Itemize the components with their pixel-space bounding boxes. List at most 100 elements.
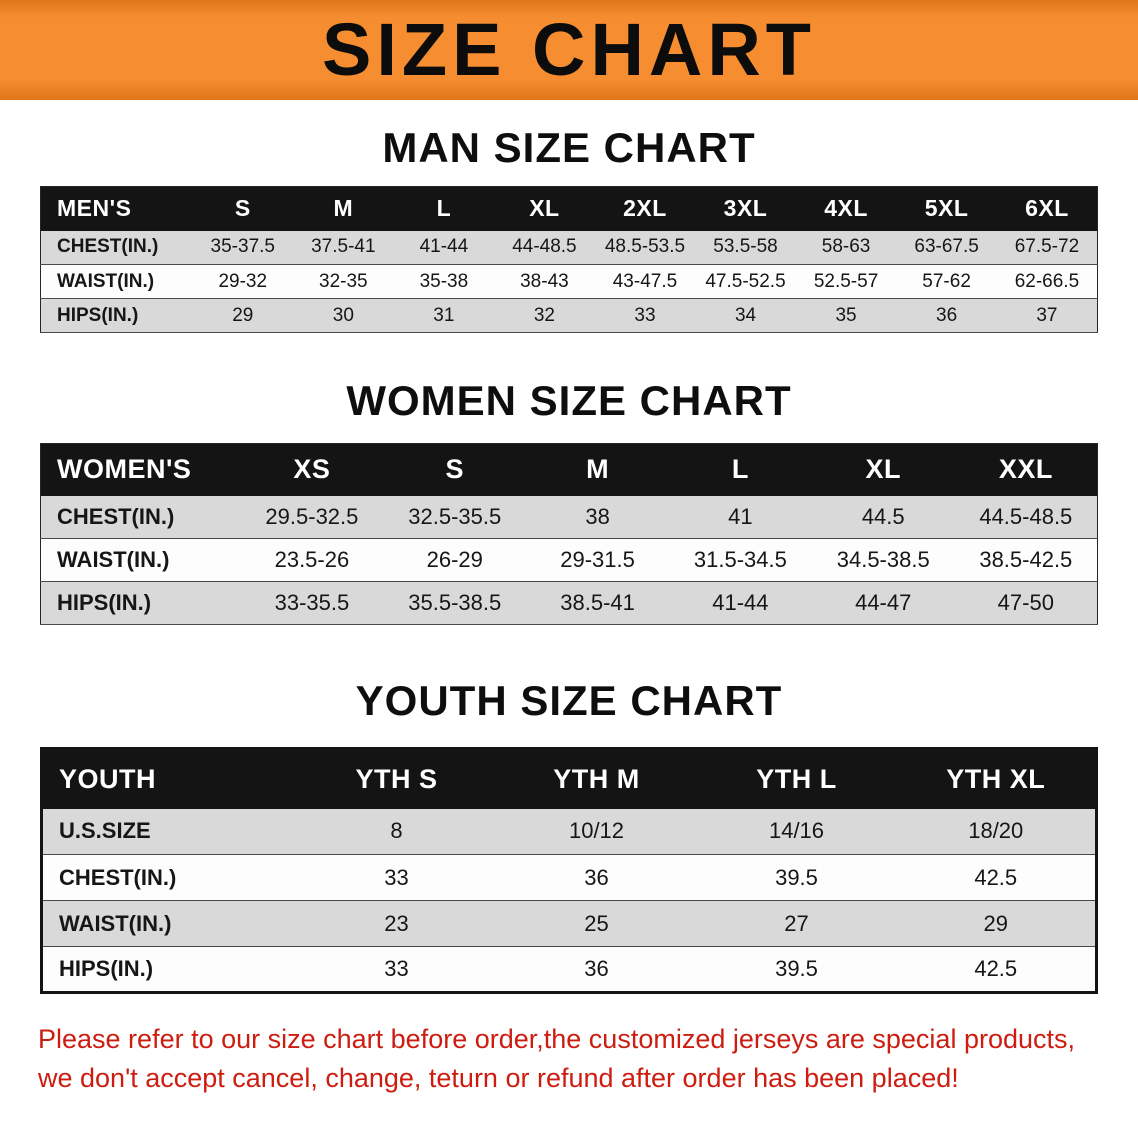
- size-column-header: YTH S: [296, 748, 497, 809]
- measurement-label: WAIST(IN.): [59, 910, 172, 936]
- youth-size-table: YOUTH YTH S YTH M YTH L YTH XL U.S.SIZE 8 10/12…: [40, 747, 1098, 994]
- size-column-header: L: [393, 186, 495, 231]
- size-value: 27: [784, 910, 809, 936]
- table-title-cell: YOUTH: [41, 748, 297, 809]
- size-value: 44-48.5: [512, 236, 577, 258]
- measurement-label: U.S.SIZE: [59, 818, 151, 844]
- size-value: 29-31.5: [560, 547, 635, 572]
- measurement-row: U.S.SIZE 8 10/12 14/16 18/20: [41, 808, 1097, 855]
- size-value: 10/12: [568, 818, 625, 844]
- table-title-cell: MEN'S: [40, 186, 193, 231]
- size-column-header: S: [383, 443, 527, 496]
- size-value: 8: [390, 818, 403, 844]
- measurement-label: CHEST(IN.): [57, 236, 159, 258]
- measurement-label: HIPS(IN.): [59, 956, 154, 981]
- measurement-label: CHEST(IN.): [57, 503, 175, 529]
- size-value: 35: [835, 304, 857, 326]
- measurement-label: WAIST(IN.): [57, 547, 170, 572]
- measurement-label: WAIST(IN.): [57, 270, 155, 292]
- size-column-header: 3XL: [695, 186, 796, 231]
- size-value: 36: [584, 864, 609, 890]
- size-value: 25: [584, 910, 609, 936]
- size-value: 31.5-34.5: [693, 547, 787, 572]
- measurement-label: CHEST(IN.): [59, 864, 177, 890]
- size-column-header: M: [293, 186, 394, 231]
- size-value: 32.5-35.5: [408, 503, 502, 529]
- disclaimer-line-1: Please refer to our size chart before or…: [38, 1024, 1076, 1054]
- size-value: 36: [936, 304, 958, 326]
- size-value: 14/16: [768, 818, 825, 844]
- size-column-header: XXL: [954, 443, 1098, 496]
- size-value: 67.5-72: [1014, 236, 1080, 258]
- size-value: 62-66.5: [1014, 270, 1080, 292]
- size-column-header: 6XL: [996, 186, 1098, 231]
- size-column-header: YTH L: [696, 748, 897, 809]
- size-value: 30: [332, 304, 354, 326]
- size-value: 32-35: [319, 270, 368, 292]
- size-value: 29: [232, 304, 254, 326]
- size-value: 39.5: [775, 956, 818, 981]
- size-value: 47-50: [997, 590, 1054, 615]
- size-chart-page: SIZE CHART MAN SIZE CHART MEN'S S M L XL 2XL 3…: [0, 0, 1138, 1098]
- size-value: 38.5-41: [560, 590, 635, 615]
- size-value: 26-29: [426, 547, 483, 572]
- size-column-header: M: [526, 443, 669, 496]
- size-value: 52.5-57: [813, 270, 879, 292]
- size-value: 29-32: [218, 270, 268, 292]
- men-section: MAN SIZE CHART MEN'S S M L XL 2XL 3XL 4XL 5XL 6XL…: [0, 124, 1138, 333]
- size-value: 41-44: [712, 590, 769, 615]
- disclaimer: Please refer to our size chart before or…: [38, 1020, 1100, 1098]
- measurement-row: CHEST(IN.) 35-37.5 37.5-41 41-44 44-48.5 48.5…: [40, 230, 1098, 265]
- size-value: 37.5-41: [311, 236, 376, 258]
- size-column-header: YTH XL: [896, 748, 1097, 809]
- women-section-heading: WOMEN SIZE CHART: [346, 377, 792, 424]
- measurement-row: WAIST(IN.) 29-32 32-35 35-38 38-43 43-47.5 47.…: [40, 264, 1098, 299]
- size-value: 35-38: [419, 270, 469, 292]
- size-value: 53.5-58: [713, 236, 778, 258]
- measurement-label: HIPS(IN.): [57, 590, 152, 615]
- size-column-header: XL: [811, 443, 955, 496]
- measurement-row: CHEST(IN.) 29.5-32.5 32.5-35.5 38 41 44.5 44.5…: [40, 495, 1098, 539]
- size-column-header: XS: [240, 443, 384, 496]
- size-column-header: S: [192, 186, 294, 231]
- measurement-row: WAIST(IN.) 23.5-26 26-29 29-31.5 31.5-34.5 34…: [40, 538, 1098, 582]
- size-value: 33: [634, 304, 656, 326]
- size-column-header: 4XL: [795, 186, 897, 231]
- size-value: 41: [728, 503, 753, 529]
- size-value: 48.5-53.5: [604, 236, 686, 258]
- measurement-row: HIPS(IN.) 33-35.5 35.5-38.5 38.5-41 41-44 44-…: [40, 581, 1098, 625]
- table-title-cell: WOMEN'S: [40, 443, 241, 496]
- size-value: 43-47.5: [612, 270, 678, 292]
- size-value: 63-67.5: [914, 236, 979, 258]
- size-value: 44.5-48.5: [979, 503, 1073, 529]
- size-value: 41-44: [419, 236, 469, 258]
- size-value: 33-35.5: [274, 590, 350, 615]
- size-value: 32: [533, 304, 555, 326]
- measurement-row: CHEST(IN.) 33 36 39.5 42.5: [41, 854, 1097, 901]
- size-column-header: 2XL: [594, 186, 696, 231]
- men-size-table: MEN'S S M L XL 2XL 3XL 4XL 5XL 6XL CHEST(IN.) 35-37…: [40, 186, 1098, 333]
- size-value: 23: [384, 910, 409, 936]
- size-value: 42.5: [974, 956, 1018, 981]
- table-header-row: WOMEN'S XS S M L XL XXL: [40, 443, 1098, 496]
- men-section-heading: MAN SIZE CHART: [382, 124, 756, 171]
- measurement-label: HIPS(IN.): [57, 304, 139, 326]
- size-value: 36: [584, 956, 609, 981]
- size-value: 42.5: [974, 864, 1018, 890]
- youth-section: YOUTH SIZE CHART YOUTH YTH S YTH M YTH L YTH…: [0, 677, 1138, 994]
- size-column-header: XL: [494, 186, 595, 231]
- table-header-row: YOUTH YTH S YTH M YTH L YTH XL: [41, 748, 1097, 809]
- size-value: 38: [585, 503, 610, 529]
- measurement-row: HIPS(IN.) 33 36 39.5 42.5: [41, 946, 1097, 993]
- measurement-row: HIPS(IN.) 29 30 31 32 33 34 35 36 37: [40, 298, 1098, 333]
- size-column-header: 5XL: [896, 186, 997, 231]
- size-value: 57-62: [922, 270, 971, 292]
- size-column-header: L: [668, 443, 812, 496]
- size-value: 33: [384, 864, 409, 890]
- size-value: 38-43: [520, 270, 569, 292]
- page-title: SIZE CHART: [322, 8, 816, 91]
- size-value: 33: [384, 956, 409, 981]
- size-value: 29: [983, 910, 1008, 936]
- size-value: 37: [1036, 304, 1058, 326]
- size-value: 34: [734, 304, 757, 326]
